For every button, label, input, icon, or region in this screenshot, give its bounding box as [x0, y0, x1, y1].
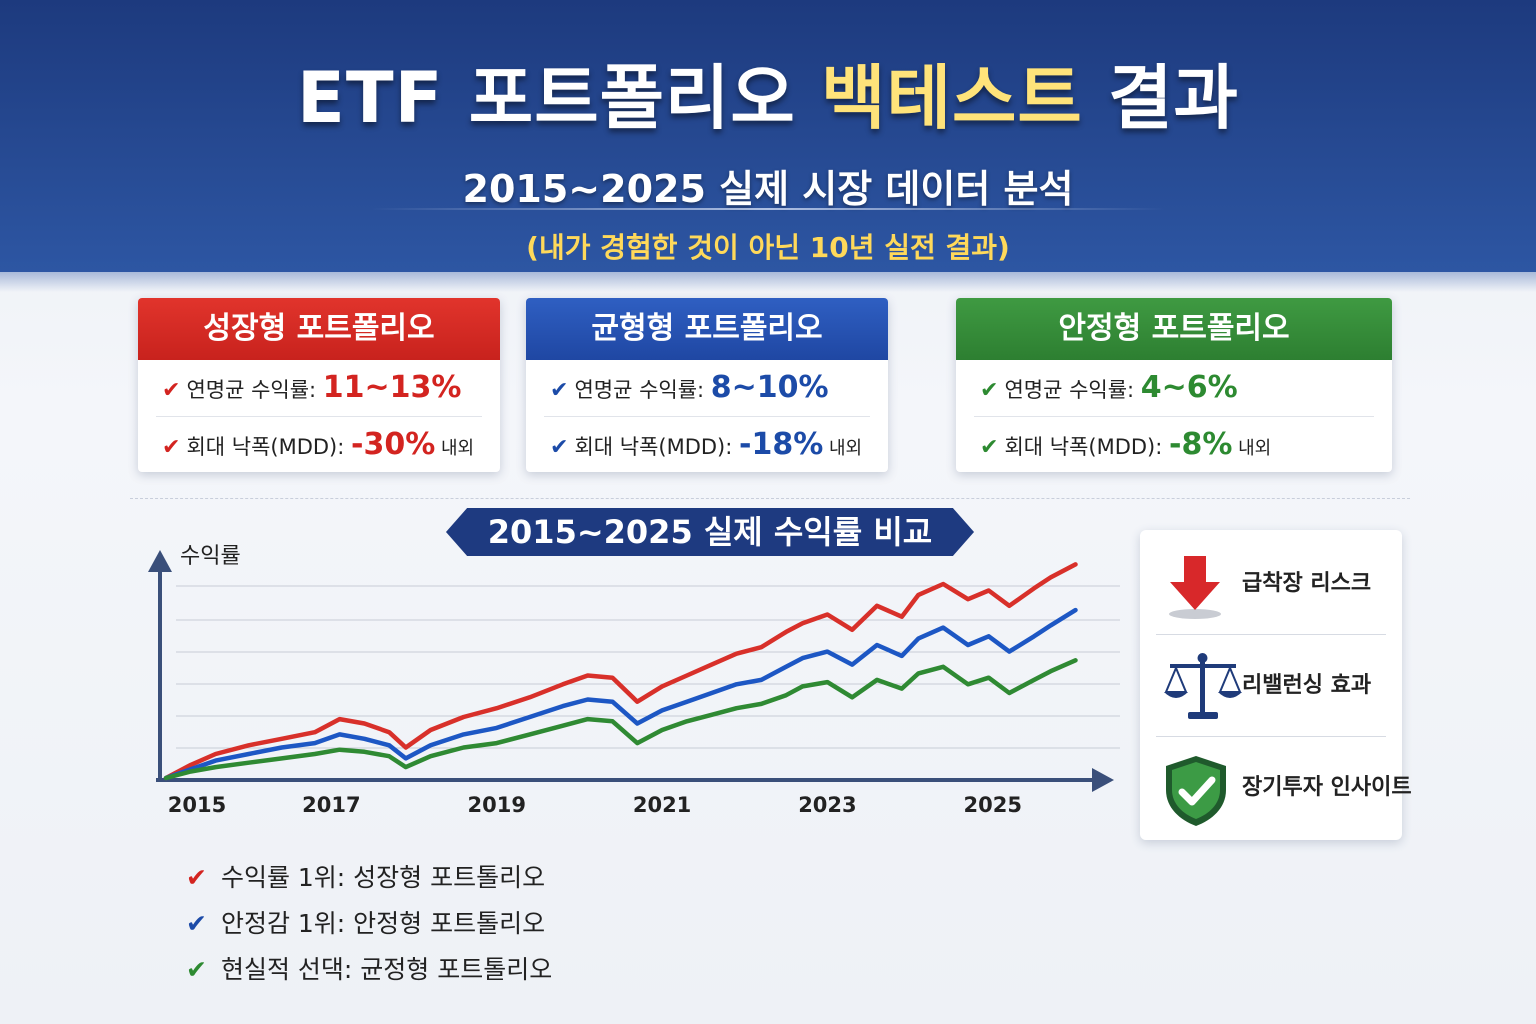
- chart-x-ticks: 2015 2017 2019 2021 2023 2025: [168, 793, 1022, 817]
- card-row-return: ✔ 연명균 수익률: 8~10%: [526, 360, 888, 416]
- series-line-2: [163, 658, 1078, 781]
- card-title: 성장형 포트폴리오: [138, 298, 500, 360]
- check-icon: ✔: [186, 955, 207, 984]
- x-tick-label: 2019: [467, 793, 525, 817]
- page-subtitle: 2015~2025 실제 시장 데이터 분석: [462, 167, 1074, 211]
- insight-divider: [1156, 736, 1386, 737]
- x-tick-label: 2017: [302, 793, 360, 817]
- chart-y-label: 수익률: [180, 544, 241, 569]
- row-label: 연명균 수익률:: [574, 378, 711, 402]
- row-value: -18%: [739, 427, 824, 462]
- check-icon: ✔: [980, 378, 999, 403]
- check-icon: ✔: [186, 909, 207, 938]
- row-value: 11~13%: [322, 370, 462, 405]
- arrow-down-icon: [1169, 556, 1221, 619]
- row-suffix: 내외: [1232, 438, 1272, 459]
- row-label: 회대 낙폭(MDD):: [574, 435, 739, 459]
- card-balanced: 균형형 포트폴리오 ✔ 연명균 수익률: 8~10% ✔ 회대 낙폭(MDD): -…: [526, 298, 888, 472]
- row-label: 연명균 수익률:: [1004, 378, 1141, 402]
- chart-grid: [176, 585, 1120, 749]
- row-label: 회대 낙폭(MDD):: [1004, 435, 1169, 459]
- row-label: 연명균 수익률:: [186, 378, 323, 402]
- x-tick-label: 2023: [798, 793, 856, 817]
- check-icon: ✔: [550, 378, 569, 403]
- card-row-mdd: ✔ 회대 낙폭(MDD): -8% 내외: [974, 416, 1374, 472]
- shield-check-icon: [1166, 756, 1226, 826]
- title-main: ETF 포트폴리오: [297, 57, 822, 139]
- card-row-return: ✔ 연명균 수익률: 4~6%: [956, 360, 1392, 416]
- row-label: 회대 낙폭(MDD):: [186, 435, 351, 459]
- check-icon: ✔: [550, 435, 569, 460]
- conclusion-text: 안정감 1위: 안정형 포트톨리오: [220, 909, 546, 938]
- insight-label: 장기투자 인사이트: [1242, 775, 1412, 800]
- title-highlight: 백테스트: [821, 57, 1083, 139]
- check-icon: ✔: [186, 863, 207, 892]
- header-fade: [0, 262, 1536, 292]
- row-value: 4~6%: [1140, 370, 1238, 405]
- row-value: -8%: [1169, 427, 1233, 462]
- insight-item-longterm: 장기투자 인사이트: [1140, 738, 1412, 838]
- card-title: 균형형 포트폴리오: [526, 298, 888, 360]
- chart-series: [163, 562, 1078, 781]
- y-axis-arrow: [148, 550, 172, 572]
- card-row-return: ✔ 연명균 수익률: 11~13%: [138, 360, 500, 416]
- conclusion-item: ✔ 수익률 1위: 성장형 포트톨리오: [186, 858, 545, 894]
- insight-label: 리밸런싱 효과: [1242, 673, 1372, 698]
- x-axis-arrow: [1092, 768, 1114, 792]
- scales-icon: [1164, 653, 1242, 719]
- row-suffix: 내외: [435, 438, 475, 459]
- insight-item-rebalance: 리밸런싱 효과: [1140, 636, 1402, 736]
- conclusion-item: ✔ 현실적 선댁: 균정형 포트톨리오: [186, 950, 552, 986]
- check-icon: ✔: [162, 378, 181, 403]
- series-line-0: [163, 562, 1078, 781]
- chart-axes: [148, 550, 1114, 792]
- conclusion-text: 현실적 선댁: 균정형 포트톨리오: [220, 955, 553, 984]
- section-divider: [130, 498, 1410, 499]
- x-tick-label: 2021: [633, 793, 691, 817]
- page-tagline: (내가 경험한 것이 아닌 10년 실전 결과): [526, 231, 1010, 264]
- row-suffix: 내외: [823, 438, 863, 459]
- title-end: 결과: [1082, 57, 1239, 139]
- card-stable: 안정형 포트폴리오 ✔ 연명균 수익률: 4~6% ✔ 회대 낙폭(MDD): -8…: [956, 298, 1392, 472]
- card-row-mdd: ✔ 회대 낙폭(MDD): -30% 내외: [156, 416, 482, 472]
- x-tick-label: 2025: [964, 793, 1022, 817]
- insight-label: 급착장 리스크: [1242, 571, 1372, 596]
- conclusion-item: ✔ 안정감 1위: 안정형 포트톨리오: [186, 904, 545, 940]
- row-value: 8~10%: [710, 370, 829, 405]
- chart-title-banner: 2015~2025 실제 수익률 비교: [446, 508, 974, 556]
- header-band: [0, 0, 1536, 272]
- card-row-mdd: ✔ 회대 낙폭(MDD): -18% 내외: [544, 416, 870, 472]
- insight-item-risk: 급착장 리스크: [1140, 534, 1402, 634]
- card-title: 안정형 포트폴리오: [956, 298, 1392, 360]
- page-title: ETF 포트폴리오 백테스트 결과: [0, 42, 1536, 143]
- series-line-1: [163, 607, 1078, 781]
- conclusion-text: 수익률 1위: 성장형 포트톨리오: [220, 863, 546, 892]
- card-growth: 성장형 포트폴리오 ✔ 연명균 수익률: 11~13% ✔ 회대 낙폭(MDD): …: [138, 298, 500, 472]
- check-icon: ✔: [162, 435, 181, 460]
- row-value: -30%: [351, 427, 436, 462]
- insight-panel: 급착장 리스크 리밸런싱 효과 장기투자 인사이트: [1140, 530, 1412, 840]
- check-icon: ✔: [980, 435, 999, 460]
- x-tick-label: 2015: [168, 793, 226, 817]
- header-divider: [370, 208, 1166, 210]
- insight-divider: [1156, 634, 1386, 635]
